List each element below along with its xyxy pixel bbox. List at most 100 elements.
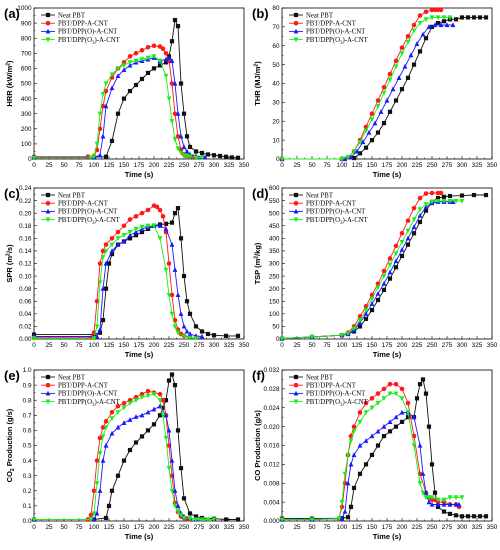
- data-point: [405, 218, 411, 224]
- x-tick-label: 100: [337, 524, 348, 531]
- data-point: [163, 412, 169, 418]
- data-point: [235, 155, 241, 160]
- data-point: [405, 235, 411, 241]
- data-point: [348, 438, 354, 444]
- data-point: [393, 58, 399, 64]
- data-point: [103, 286, 109, 291]
- legend: Neat PBT PBT/DPP-A-CNTPBT/DPP(O)-A-CNTPBT…: [41, 192, 121, 226]
- data-point: [178, 466, 184, 471]
- data-point: [426, 424, 432, 429]
- legend-label: PBT/DPP(O)-A-CNT: [306, 29, 366, 36]
- data-point: [399, 419, 405, 425]
- data-point: [193, 336, 199, 342]
- data-point: [417, 49, 423, 54]
- y-tick-label: 10: [272, 137, 280, 144]
- x-tick-label: 275: [442, 162, 453, 169]
- y-axis-title: CO2​ Production (g/s): [5, 408, 16, 482]
- data-point: [369, 405, 375, 411]
- x-tick-label: 300: [209, 524, 220, 531]
- data-point: [169, 311, 175, 317]
- y-tick-label: 50: [272, 62, 280, 69]
- legend: Neat PBT PBT/DPP-A-CNTPBT/DPP(O)-A-CNTPBT…: [289, 192, 369, 226]
- x-tick-label: 125: [352, 524, 363, 531]
- data-point: [139, 57, 145, 63]
- data-point: [429, 501, 435, 507]
- data-point: [175, 111, 181, 116]
- x-tick-label: 350: [239, 524, 250, 531]
- x-tick-label: 250: [427, 342, 438, 349]
- x-tick-label: 350: [487, 162, 498, 169]
- data-point: [103, 81, 109, 87]
- data-point: [351, 424, 357, 429]
- data-point: [351, 326, 357, 332]
- data-point: [387, 77, 393, 83]
- data-point: [390, 86, 396, 92]
- data-point: [423, 17, 429, 23]
- legend-marker: [293, 37, 299, 43]
- data-point: [172, 211, 178, 216]
- data-point: [441, 19, 447, 24]
- data-point: [127, 62, 133, 68]
- data-point: [417, 207, 423, 213]
- data-point: [387, 381, 393, 387]
- legend-label: PBT/DPP(O3​)-A-CNT: [58, 399, 121, 408]
- data-point: [103, 419, 109, 424]
- data-point: [178, 81, 184, 86]
- data-point: [447, 501, 453, 507]
- data-point: [181, 515, 187, 521]
- x-tick-label: 250: [179, 342, 190, 349]
- data-point: [453, 495, 459, 501]
- y-tick-label: 20: [272, 118, 280, 125]
- data-point: [369, 296, 375, 302]
- data-point: [378, 109, 384, 114]
- x-tick-label: 100: [337, 342, 348, 349]
- legend-label: PBT/DPP-A-CNT: [306, 21, 357, 28]
- data-point: [423, 208, 429, 213]
- data-point: [145, 223, 151, 229]
- data-point: [393, 251, 399, 257]
- x-tick-label: 300: [457, 162, 468, 169]
- data-point: [115, 229, 121, 235]
- data-point: [399, 246, 405, 252]
- data-point: [369, 301, 375, 306]
- series-line: [282, 393, 462, 521]
- data-point: [417, 13, 423, 18]
- data-point: [97, 435, 103, 441]
- data-point: [393, 98, 399, 103]
- data-point: [187, 311, 193, 316]
- data-point: [127, 232, 133, 238]
- data-point: [157, 398, 163, 403]
- x-tick-label: 25: [45, 342, 53, 349]
- series-line: [281, 201, 453, 339]
- data-point: [91, 511, 97, 517]
- panel-letter: (e): [4, 368, 20, 383]
- data-point: [139, 76, 145, 82]
- data-point: [115, 241, 121, 247]
- x-tick-label: 275: [194, 524, 205, 531]
- data-point: [115, 403, 121, 409]
- data-point: [115, 73, 121, 79]
- data-point: [184, 148, 190, 154]
- data-point: [459, 495, 465, 501]
- data-point: [133, 226, 139, 232]
- y-tick-label: 0.5: [23, 443, 32, 450]
- data-point: [426, 499, 432, 505]
- data-point: [160, 413, 166, 418]
- x-tick-label: 75: [75, 524, 83, 531]
- data-point: [139, 47, 145, 53]
- data-point: [435, 15, 441, 21]
- x-tick-label: 75: [323, 342, 331, 349]
- data-point: [181, 334, 187, 340]
- data-point: [127, 60, 133, 66]
- data-point: [417, 195, 423, 201]
- x-tick-label: 25: [45, 524, 53, 531]
- x-axis-title: Time (s): [373, 532, 402, 541]
- data-point: [381, 268, 387, 274]
- data-point: [166, 466, 172, 471]
- data-point: [345, 331, 351, 337]
- data-point: [351, 452, 357, 458]
- data-point: [31, 336, 37, 342]
- data-point: [429, 495, 435, 501]
- legend: Neat PBT PBT/DPP-A-CNTPBT/DPP(O)-A-CNTPBT…: [289, 12, 369, 46]
- x-tick-label: 75: [75, 162, 83, 169]
